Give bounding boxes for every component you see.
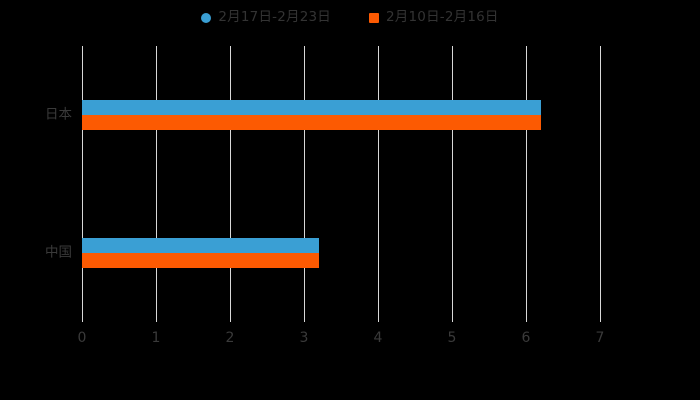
- bar[interactable]: [82, 115, 541, 130]
- legend-item[interactable]: 2月17日-2月23日: [201, 11, 331, 25]
- x-axis-tick-label: 5: [447, 330, 457, 346]
- y-axis-tick-label: 中国: [45, 244, 72, 261]
- gridline: [82, 46, 83, 322]
- gridline: [452, 46, 453, 322]
- y-axis-tick-label: 日本: [45, 106, 72, 123]
- legend-item[interactable]: 2月10日-2月16日: [369, 11, 499, 25]
- x-axis-tick-label: 0: [77, 330, 87, 346]
- gridline: [526, 46, 527, 322]
- x-axis-tick-label: 7: [595, 330, 605, 346]
- x-axis-tick-label: 1: [151, 330, 161, 346]
- x-axis-tick-label: 3: [299, 330, 309, 346]
- gridline: [600, 46, 601, 322]
- bar[interactable]: [82, 253, 319, 268]
- gridline: [378, 46, 379, 322]
- bar[interactable]: [82, 238, 319, 253]
- legend-label: 2月10日-2月16日: [386, 9, 499, 26]
- bar[interactable]: [82, 100, 541, 115]
- legend-marker-square-icon: [369, 13, 379, 23]
- x-axis-tick-label: 2: [225, 330, 235, 346]
- plot-area: [82, 46, 601, 322]
- x-axis-tick-label: 6: [521, 330, 531, 346]
- chart-legend: 2月17日-2月23日 2月10日-2月16日: [0, 8, 700, 28]
- gridline: [304, 46, 305, 322]
- legend-marker-circle-icon: [201, 13, 212, 23]
- legend-label: 2月17日-2月23日: [218, 9, 331, 26]
- x-axis-tick-label: 4: [373, 330, 383, 346]
- gridline: [156, 46, 157, 322]
- gridline: [230, 46, 231, 322]
